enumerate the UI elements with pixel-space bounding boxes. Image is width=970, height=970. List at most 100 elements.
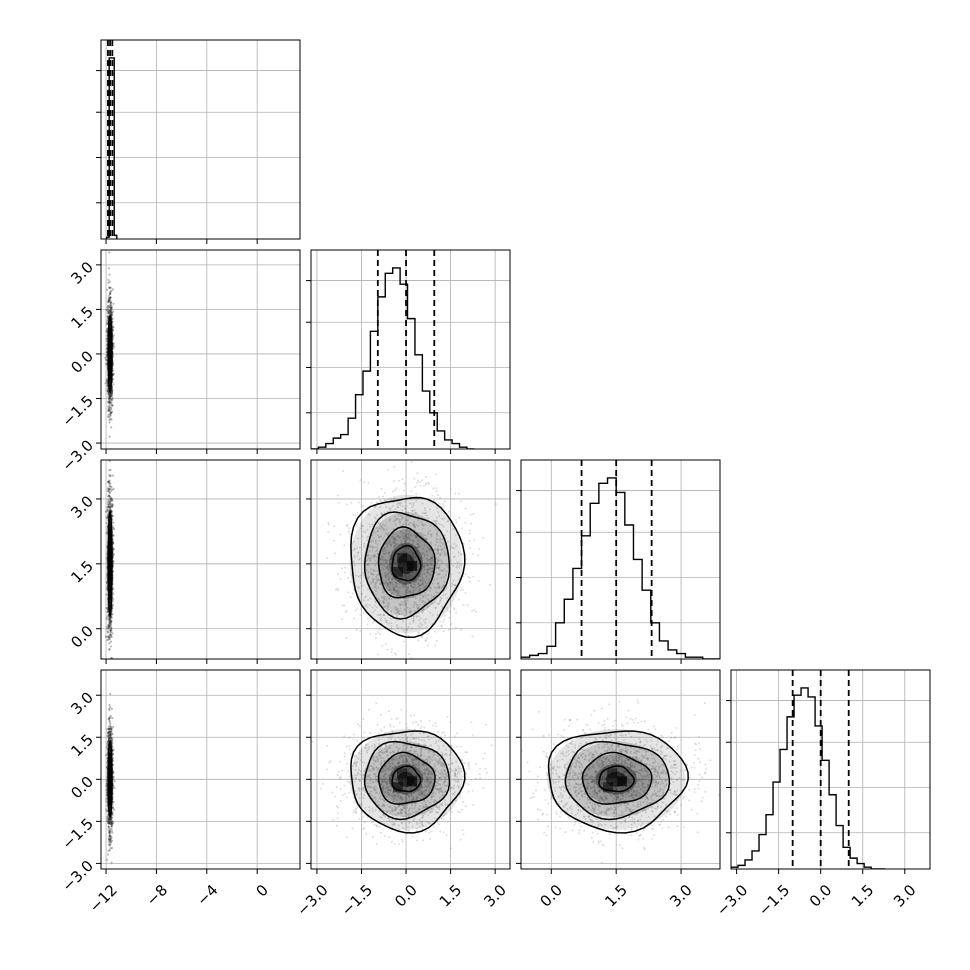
scatter-point (408, 531, 411, 534)
scatter-point (109, 508, 112, 512)
scatter-point (413, 509, 416, 512)
scatter-point (394, 544, 396, 547)
scatter-point (110, 399, 113, 402)
scatter-point (108, 642, 111, 645)
scatter-point (109, 311, 112, 314)
scatter-point (426, 546, 429, 549)
scatter-point (112, 302, 115, 305)
scatter-point (395, 584, 398, 587)
scatter-point (112, 310, 115, 313)
scatter-point (366, 563, 369, 566)
scatter-point (364, 596, 366, 599)
scatter-point (391, 592, 394, 595)
y-tick-label: 3.0 (67, 258, 97, 288)
scatter-point (442, 584, 445, 587)
scatter-point (107, 409, 111, 412)
scatter-point (109, 618, 112, 621)
scatter-point (381, 564, 384, 567)
scatter-point (109, 474, 112, 477)
scatter-point (111, 488, 114, 491)
scatter-point (392, 541, 395, 543)
scatter-point (363, 545, 366, 548)
scatter-point (418, 578, 421, 581)
scatter-point (363, 481, 366, 484)
scatter-point (450, 585, 453, 588)
scatter-point (429, 560, 432, 563)
scatter-point (398, 518, 401, 521)
scatter-point (429, 524, 432, 527)
scatter-point (109, 733, 112, 737)
scatter-point (108, 469, 111, 472)
scatter-point (394, 523, 397, 526)
scatter-point (378, 536, 381, 538)
scatter-point (110, 312, 113, 315)
scatter-point (109, 392, 112, 395)
scatter-point (367, 481, 370, 484)
scatter-point (366, 528, 369, 531)
scatter-point (409, 534, 412, 537)
scatter-point (360, 577, 363, 579)
scatter-point (436, 541, 439, 544)
scatter-point (332, 539, 335, 542)
scatter-point (468, 580, 471, 583)
scatter-point (386, 606, 389, 609)
scatter-point (453, 607, 456, 610)
scatter-point (387, 564, 389, 566)
scatter-point (387, 578, 390, 581)
scatter-point (369, 525, 372, 528)
scatter-point (110, 311, 113, 314)
scatter-point (417, 531, 420, 534)
scatter-point (106, 320, 109, 323)
scatter-point (425, 514, 428, 517)
scatter-point (403, 542, 406, 545)
scatter-point (432, 558, 435, 561)
scatter-point (410, 576, 413, 579)
scatter-point (393, 577, 396, 580)
scatter-point (109, 737, 112, 740)
scatter-point (440, 624, 443, 627)
scatter-point (431, 555, 434, 558)
scatter-point (108, 409, 112, 413)
scatter-point (411, 571, 414, 574)
scatter-point (434, 544, 437, 547)
scatter-point (390, 625, 393, 628)
scatter-point (375, 575, 377, 578)
scatter-point (425, 476, 427, 478)
scatter-point (382, 568, 385, 570)
scatter-point (107, 500, 110, 503)
scatter-point (398, 603, 401, 606)
scatter-point (423, 585, 426, 588)
scatter-point (450, 545, 452, 548)
scatter-point (109, 487, 112, 490)
scatter-point (391, 536, 394, 539)
scatter-point (419, 597, 422, 600)
scatter-point (382, 590, 385, 593)
scatter-point (398, 544, 401, 547)
scatter-point (107, 400, 110, 403)
scatter-point (352, 513, 355, 516)
panel-2-1 (306, 459, 511, 664)
scatter-point (108, 840, 112, 844)
scatter-point (412, 617, 415, 620)
scatter-point (437, 582, 440, 585)
scatter-point (402, 585, 405, 588)
scatter-point (449, 488, 452, 490)
scatter-point (393, 538, 396, 541)
scatter-point (374, 585, 377, 588)
scatter-point (413, 546, 416, 549)
scatter-point (403, 575, 406, 577)
scatter-point (385, 528, 388, 531)
scatter-point (412, 619, 415, 622)
scatter-point (108, 421, 111, 424)
scatter-point (105, 378, 108, 381)
scatter-point (359, 630, 362, 633)
scatter-point (434, 606, 437, 609)
scatter-point (413, 581, 416, 583)
scatter-point (334, 552, 337, 555)
scatter-point (419, 545, 422, 548)
scatter-point (111, 604, 114, 607)
scatter-point (396, 506, 399, 508)
scatter-point (393, 589, 396, 592)
scatter-point (423, 512, 426, 515)
scatter-point (107, 392, 111, 395)
